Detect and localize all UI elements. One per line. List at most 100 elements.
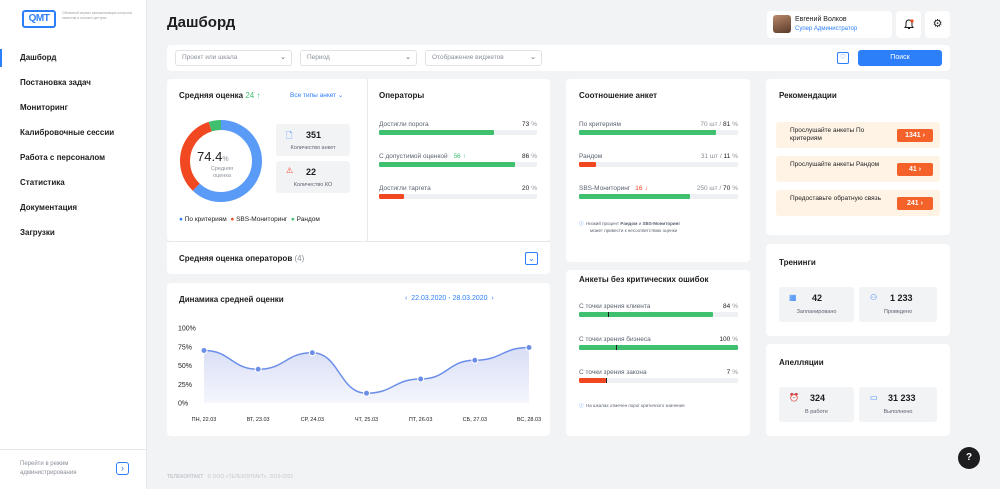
reco-button-criteria[interactable]: 1341 › xyxy=(897,129,933,142)
avg-score-delta-value: 24 xyxy=(245,91,255,100)
sidebar-item-dashboard[interactable]: Дашборд xyxy=(0,49,146,74)
period-select[interactable]: Период ⌄ xyxy=(300,50,417,66)
sidebar-item-statistics[interactable]: Статистика xyxy=(20,178,65,187)
info-icon: ⓘ xyxy=(579,221,584,226)
operator-row-label: Достигли порога xyxy=(379,121,429,128)
admin-mode-text[interactable]: Перейти в режим администрирования xyxy=(20,461,77,476)
avg-score-title-text: Средняя оценка xyxy=(179,91,244,100)
ko-count: 22 xyxy=(306,167,317,177)
bell-icon xyxy=(903,19,914,29)
appeals-completed-box[interactable]: ▭ 31 233 Выполнено xyxy=(859,387,937,422)
ratio-row-unit: % xyxy=(732,121,738,128)
appeals-completed: 31 233 xyxy=(888,393,916,403)
chevron-right-icon: › xyxy=(922,132,925,139)
user-role: Супер Администратор xyxy=(795,26,858,32)
ratio-row-label: Рандом xyxy=(579,153,602,160)
chevron-down-icon: ⌄ xyxy=(280,54,286,61)
ratio-row-extra: 16 xyxy=(635,185,643,192)
user-name: Евгений Волков xyxy=(795,16,847,23)
logo-subtitle: Облачный сервис автоматизации контроля к… xyxy=(62,11,133,20)
ko-count-label: Количество КО xyxy=(293,182,333,188)
chevron-left-icon[interactable]: ‹ xyxy=(405,295,408,302)
ratio-card: Соотношение анкет По критериям 70 шт / 81… xyxy=(566,79,750,262)
operator-row-value-unit: % xyxy=(531,185,537,192)
operator-row-value-number: 86 xyxy=(521,153,530,160)
dynamics-chart: 100% 75% 50% 25% 0% ПН, 22.03 ВТ, 23.03 СР, 24.… xyxy=(178,326,541,424)
no-critical-row: С точки зрения закона 7% xyxy=(579,369,738,385)
widgets-select[interactable]: Отображение виджетов ⌄ xyxy=(425,50,542,66)
footer-copyright: © ООО «ТЕЛЕКОНТАКТ», 2019-2021 xyxy=(207,474,294,480)
trainings-done-box[interactable]: ⚇ 1 233 Проведено xyxy=(859,287,937,322)
sidebar-item-calibration[interactable]: Калибровочные сессии xyxy=(20,128,115,137)
ratio-row-label: SBS-Мониторинг 16 ↓ xyxy=(579,185,648,192)
user-card[interactable]: Евгений Волков Супер Администратор xyxy=(767,11,892,38)
avg-score-unit: % xyxy=(222,156,229,163)
operator-row-track xyxy=(379,130,537,135)
settings-button[interactable]: ⚙ xyxy=(925,11,950,38)
reco-text-random: Прослушайте анкеты Рандом xyxy=(790,161,880,168)
ratio-row: Рандом 31 шт / 11% xyxy=(579,153,738,169)
ratio-row: SBS-Мониторинг 16 ↓ 250 шт / 70% xyxy=(579,185,738,201)
search-button[interactable]: Поиск xyxy=(858,50,942,66)
ratio-note: ⓘ Низкий процент Рандом и SBS-Мониторинг… xyxy=(579,220,744,234)
donut-segment-sbs xyxy=(180,120,262,202)
logo[interactable]: QMT xyxy=(22,10,56,28)
card-divider xyxy=(367,79,368,241)
forms-count-box: 🗋 351 Количество анкет xyxy=(276,124,350,156)
sidebar-item-monitoring[interactable]: Мониторинг xyxy=(20,103,68,112)
avg-score-delta: 24 ↑ xyxy=(245,91,260,100)
sidebar-nav: Дашборд Постановка задач Мониторинг Кали… xyxy=(0,49,146,249)
avg-score-caption: Средняя оценка xyxy=(210,166,234,179)
x-tick-label: СР, 24.03 xyxy=(301,417,324,423)
no-critical-row-value: 84% xyxy=(723,303,738,310)
chevron-right-icon[interactable]: › xyxy=(491,295,494,302)
warning-icon: ⚠ xyxy=(286,166,294,175)
form-types-select[interactable]: Все типы анкет ⌄ xyxy=(290,91,343,99)
operator-row-value-unit: % xyxy=(531,153,537,160)
project-select[interactable]: Проект или шкала ⌄ xyxy=(175,50,292,66)
chat-icon: ▭ xyxy=(870,393,878,402)
clock-icon: ⏰ xyxy=(789,393,799,402)
chevron-right-icon[interactable]: › xyxy=(116,462,129,475)
no-critical-row-value-number: 100 xyxy=(719,336,731,343)
legend-dot-sbs: ● xyxy=(230,216,235,223)
info-icon: ⓘ xyxy=(579,403,584,408)
expand-button[interactable]: ⌄ xyxy=(525,252,538,265)
sidebar-item-personnel[interactable]: Работа с персоналом xyxy=(20,153,106,162)
ko-count-box: ⚠ 22 Количество КО xyxy=(276,161,350,193)
ratio-row-track xyxy=(579,130,738,135)
reco-button-feedback[interactable]: 241 › xyxy=(897,197,933,210)
legend-random: Рандом xyxy=(296,216,320,223)
ratio-row-total: 70 xyxy=(722,185,731,192)
x-tick-label: СБ, 27.03 xyxy=(463,417,487,423)
ratio-title: Соотношение анкет xyxy=(579,91,658,100)
appeals-in-work-box[interactable]: ⏰ 324 В работе xyxy=(779,387,854,422)
help-button[interactable]: ? xyxy=(958,447,980,469)
notifications-button[interactable] xyxy=(896,11,921,38)
operator-row-label-text: Достигли порога xyxy=(379,121,429,128)
date-range: ‹ 22.03.2020 - 28.03.2020 › xyxy=(405,295,494,302)
sidebar-item-documentation[interactable]: Документация xyxy=(20,203,78,212)
no-critical-row-value-unit: % xyxy=(732,336,738,343)
reco-button-random[interactable]: 41 › xyxy=(897,163,933,176)
data-point xyxy=(525,344,533,351)
operator-row-label-text: Достигли таргета xyxy=(379,185,431,192)
trainings-planned-box[interactable]: ▦ 42 Запланировано xyxy=(779,287,854,322)
operator-row-fill xyxy=(379,194,405,199)
avg-score-card: Средняя оценка 24 ↑ Все типы анкет ⌄ 74.… xyxy=(167,79,550,241)
operator-row-label: Достигли таргета xyxy=(379,185,431,192)
arrow-up-icon: ↑ xyxy=(462,153,466,160)
operator-row: Достигли порога 73% xyxy=(379,121,537,137)
dynamics-title: Динамика средней оценки xyxy=(179,295,284,304)
sidebar-item-tasks[interactable]: Постановка задач xyxy=(20,78,91,87)
no-critical-row-fill xyxy=(579,378,607,383)
operators-avg-card[interactable]: Средняя оценка операторов (4) ⌄ xyxy=(167,241,550,274)
sidebar-item-downloads[interactable]: Загрузки xyxy=(20,228,55,237)
reco-count-random: 41 xyxy=(908,166,917,173)
ratio-note-prefix: Низкий процент xyxy=(586,221,620,226)
avg-score-number: 74.4 xyxy=(197,149,223,164)
arrow-down-icon: ↓ xyxy=(644,185,648,192)
x-tick-label: ЧТ, 25.03 xyxy=(355,417,378,423)
favorite-button[interactable]: ♡ xyxy=(837,52,849,64)
chevron-down-icon: ⌄ xyxy=(337,92,344,99)
